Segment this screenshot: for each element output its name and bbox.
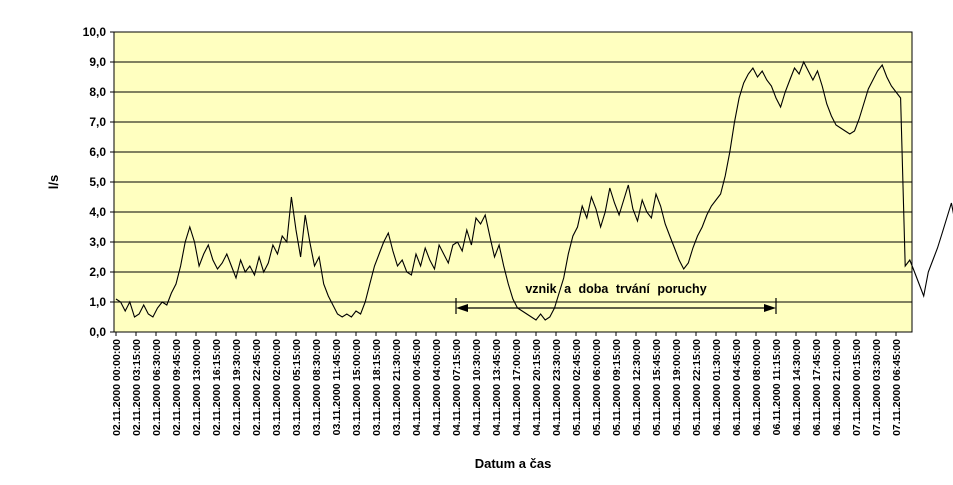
x-tick-label: 02.11.2000 03:15:00 bbox=[131, 339, 143, 436]
y-tick-label: 0,0 bbox=[89, 325, 106, 339]
y-tick-label: 9,0 bbox=[89, 55, 106, 69]
y-tick-label: 10,0 bbox=[83, 25, 107, 39]
x-tick-label: 06.11.2000 01:30:00 bbox=[711, 339, 723, 436]
x-tick-label: 02.11.2000 06:30:00 bbox=[151, 339, 163, 436]
y-tick-label: 8,0 bbox=[89, 85, 106, 99]
x-tick-label: 02.11.2000 16:15:00 bbox=[211, 339, 223, 436]
x-tick-label: 04.11.2000 17:00:00 bbox=[511, 339, 523, 436]
x-tick-label: 03.11.2000 15:00:00 bbox=[351, 339, 363, 436]
y-axis-ticks: 0,0 1,0 2,0 3,0 4,0 5,0 6,0 7,0 8,0 9,0 10,0 bbox=[83, 25, 114, 339]
x-tick-label: 03.11.2000 18:15:00 bbox=[371, 339, 383, 436]
x-tick-label: 03.11.2000 21:30:00 bbox=[391, 339, 403, 436]
x-tick-label: 06.11.2000 04:45:00 bbox=[731, 339, 743, 436]
y-tick-label: 7,0 bbox=[89, 115, 106, 129]
x-tick-label: 07.11.2000 03:30:00 bbox=[871, 339, 883, 436]
x-tick-label: 02.11.2000 22:45:00 bbox=[251, 339, 263, 436]
x-tick-label: 04.11.2000 23:30:00 bbox=[551, 339, 563, 436]
x-tick-label: 05.11.2000 15:45:00 bbox=[651, 339, 663, 436]
x-axis-title: Datum a čas bbox=[475, 456, 552, 471]
x-tick-label: 02.11.2000 00:00:00 bbox=[111, 339, 123, 436]
x-tick-label: 04.11.2000 13:45:00 bbox=[491, 339, 503, 436]
annotation-label: vznik a doba trvání poruchy bbox=[525, 282, 706, 296]
x-tick-label: 02.11.2000 19:30:00 bbox=[231, 339, 243, 436]
y-axis-title: l/s bbox=[46, 175, 61, 189]
x-tick-label: 06.11.2000 17:45:00 bbox=[811, 339, 823, 436]
annotation: vznik a doba trvání poruchy bbox=[455, 282, 777, 314]
x-tick-label: 06.11.2000 11:15:00 bbox=[771, 339, 783, 436]
x-tick-label: 05.11.2000 09:15:00 bbox=[611, 339, 623, 436]
x-tick-label: 04.11.2000 04:00:00 bbox=[431, 339, 443, 436]
x-tick-label: 05.11.2000 02:45:00 bbox=[571, 339, 583, 436]
x-tick-label: 03.11.2000 11:45:00 bbox=[331, 339, 343, 436]
annotation-arrow-right-icon bbox=[764, 304, 776, 312]
x-tick-label: 04.11.2000 00:45:00 bbox=[411, 339, 423, 436]
x-tick-label: 03.11.2000 08:30:00 bbox=[311, 339, 323, 436]
x-tick-label: 06.11.2000 21:00:00 bbox=[831, 339, 843, 436]
x-tick-label: 02.11.2000 09:45:00 bbox=[171, 339, 183, 436]
x-tick-label: 07.11.2000 06:45:00 bbox=[891, 339, 903, 436]
x-tick-label: 07.11.2000 00:15:00 bbox=[851, 339, 863, 436]
x-tick-label: 02.11.2000 13:00:00 bbox=[191, 339, 203, 436]
x-axis-ticks: 02.11.2000 00:00:00 02.11.2000 03:15:00 02… bbox=[111, 332, 903, 436]
series-layer bbox=[115, 60, 953, 321]
x-tick-label: 05.11.2000 06:00:00 bbox=[591, 339, 603, 436]
y-tick-label: 6,0 bbox=[89, 145, 106, 159]
x-tick-label: 03.11.2000 05:15:00 bbox=[291, 339, 303, 436]
x-tick-label: 03.11.2000 02:00:00 bbox=[271, 339, 283, 436]
y-tick-label: 3,0 bbox=[89, 235, 106, 249]
x-tick-label: 04.11.2000 10:30:00 bbox=[471, 339, 483, 436]
grid-lines bbox=[114, 61, 912, 303]
x-tick-label: 04.11.2000 07:15:00 bbox=[451, 339, 463, 436]
annotation-arrow-left-icon bbox=[456, 304, 468, 312]
y-tick-label: 2,0 bbox=[89, 265, 106, 279]
x-tick-label: 05.11.2000 22:15:00 bbox=[691, 339, 703, 436]
x-tick-label: 05.11.2000 19:00:00 bbox=[671, 339, 683, 436]
x-tick-label: 06.11.2000 14:30:00 bbox=[791, 339, 803, 436]
y-tick-label: 4,0 bbox=[89, 205, 106, 219]
x-tick-label: 04.11.2000 20:15:00 bbox=[531, 339, 543, 436]
y-tick-label: 5,0 bbox=[89, 175, 106, 189]
y-tick-label: 1,0 bbox=[89, 295, 106, 309]
series-line bbox=[115, 60, 953, 321]
x-tick-label: 05.11.2000 12:30:00 bbox=[631, 339, 643, 436]
x-tick-label: 06.11.2000 08:00:00 bbox=[751, 339, 763, 436]
